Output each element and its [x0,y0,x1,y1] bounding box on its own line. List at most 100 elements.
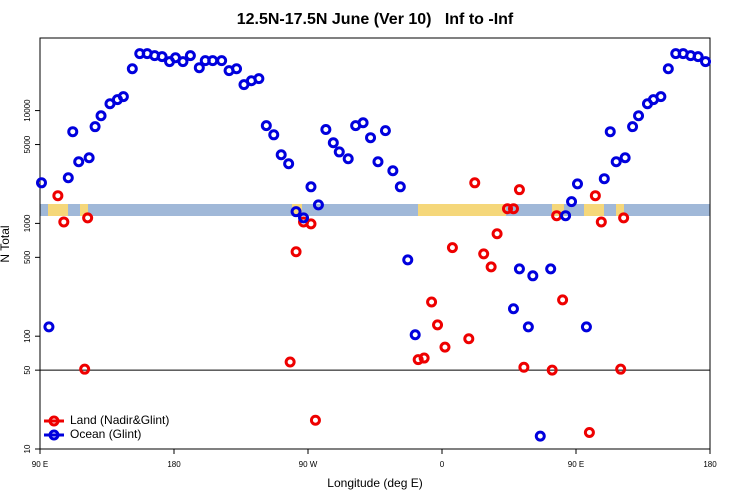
point [268,129,280,141]
point [619,152,631,164]
point [79,363,91,375]
point [231,63,243,75]
point [583,427,595,439]
point [387,165,399,177]
point [491,228,503,240]
point [502,203,514,215]
point [700,56,712,68]
point [327,137,339,149]
point [95,110,107,122]
point [320,123,332,135]
point [290,246,302,258]
point [298,212,310,224]
point [469,177,481,189]
point [507,203,519,215]
point [342,153,354,165]
y-tick-label: 1000 [23,214,32,232]
point [557,294,569,306]
point [402,254,414,266]
point [627,121,639,133]
point [312,199,324,211]
band-highlight [616,204,624,216]
point [518,361,530,373]
point [275,149,287,161]
point [283,158,295,170]
point [655,91,667,103]
point [62,172,74,184]
point [439,341,451,353]
point [372,156,384,168]
point [610,156,622,168]
legend-label: Ocean (Glint) [70,427,141,441]
point [253,73,265,85]
x-tick-label: 0 [440,460,445,469]
point [412,354,424,366]
point [35,177,47,189]
point [507,303,519,315]
point [432,319,444,331]
y-axis-label: N Total [0,225,12,262]
point [534,430,546,442]
point [662,63,674,75]
point [527,270,539,282]
point [513,263,525,275]
y-tick-label: 10000 [23,99,32,122]
point [418,352,430,364]
point [446,242,458,254]
point [595,216,607,228]
point [692,51,704,63]
point [566,196,578,208]
legend-label: Land (Nadir&Glint) [70,413,169,427]
point [193,62,205,74]
point [589,190,601,202]
point [426,296,438,308]
point [58,216,70,228]
point [117,91,129,103]
x-tick-label: 90 E [568,460,584,469]
point [485,261,497,273]
x-tick-label: 90 E [32,460,48,469]
point [546,364,558,376]
point [89,121,101,133]
legend-marker [48,415,60,427]
point [333,146,345,158]
point [184,50,196,62]
point [83,152,95,164]
x-tick-label: 90 W [299,460,318,469]
point [598,173,610,185]
y-tick-label: 500 [23,250,32,264]
band [40,204,710,216]
point [156,51,168,63]
point [394,181,406,193]
point [522,321,534,333]
point [260,120,272,132]
point [513,184,525,196]
point [618,212,630,224]
y-tick-label: 50 [23,365,32,374]
point [379,125,391,137]
x-axis-label: Longitude (deg E) [327,476,422,490]
point [73,156,85,168]
point [82,212,94,224]
point [633,110,645,122]
point [478,248,490,260]
y-tick-label: 5000 [23,135,32,153]
point [580,321,592,333]
band-highlight [584,204,604,216]
point [409,329,421,341]
band-highlight [418,204,506,216]
point [365,132,377,144]
band-highlight [80,204,88,216]
point [357,117,369,129]
y-tick-label: 100 [23,329,32,343]
y-tick-label: 10 [23,444,32,453]
point [126,63,138,75]
point [604,126,616,138]
point [571,178,583,190]
plot-frame [39,37,711,450]
x-tick-label: 180 [167,460,181,469]
point [309,414,321,426]
point [545,263,557,275]
point [560,210,572,222]
point [615,363,627,375]
